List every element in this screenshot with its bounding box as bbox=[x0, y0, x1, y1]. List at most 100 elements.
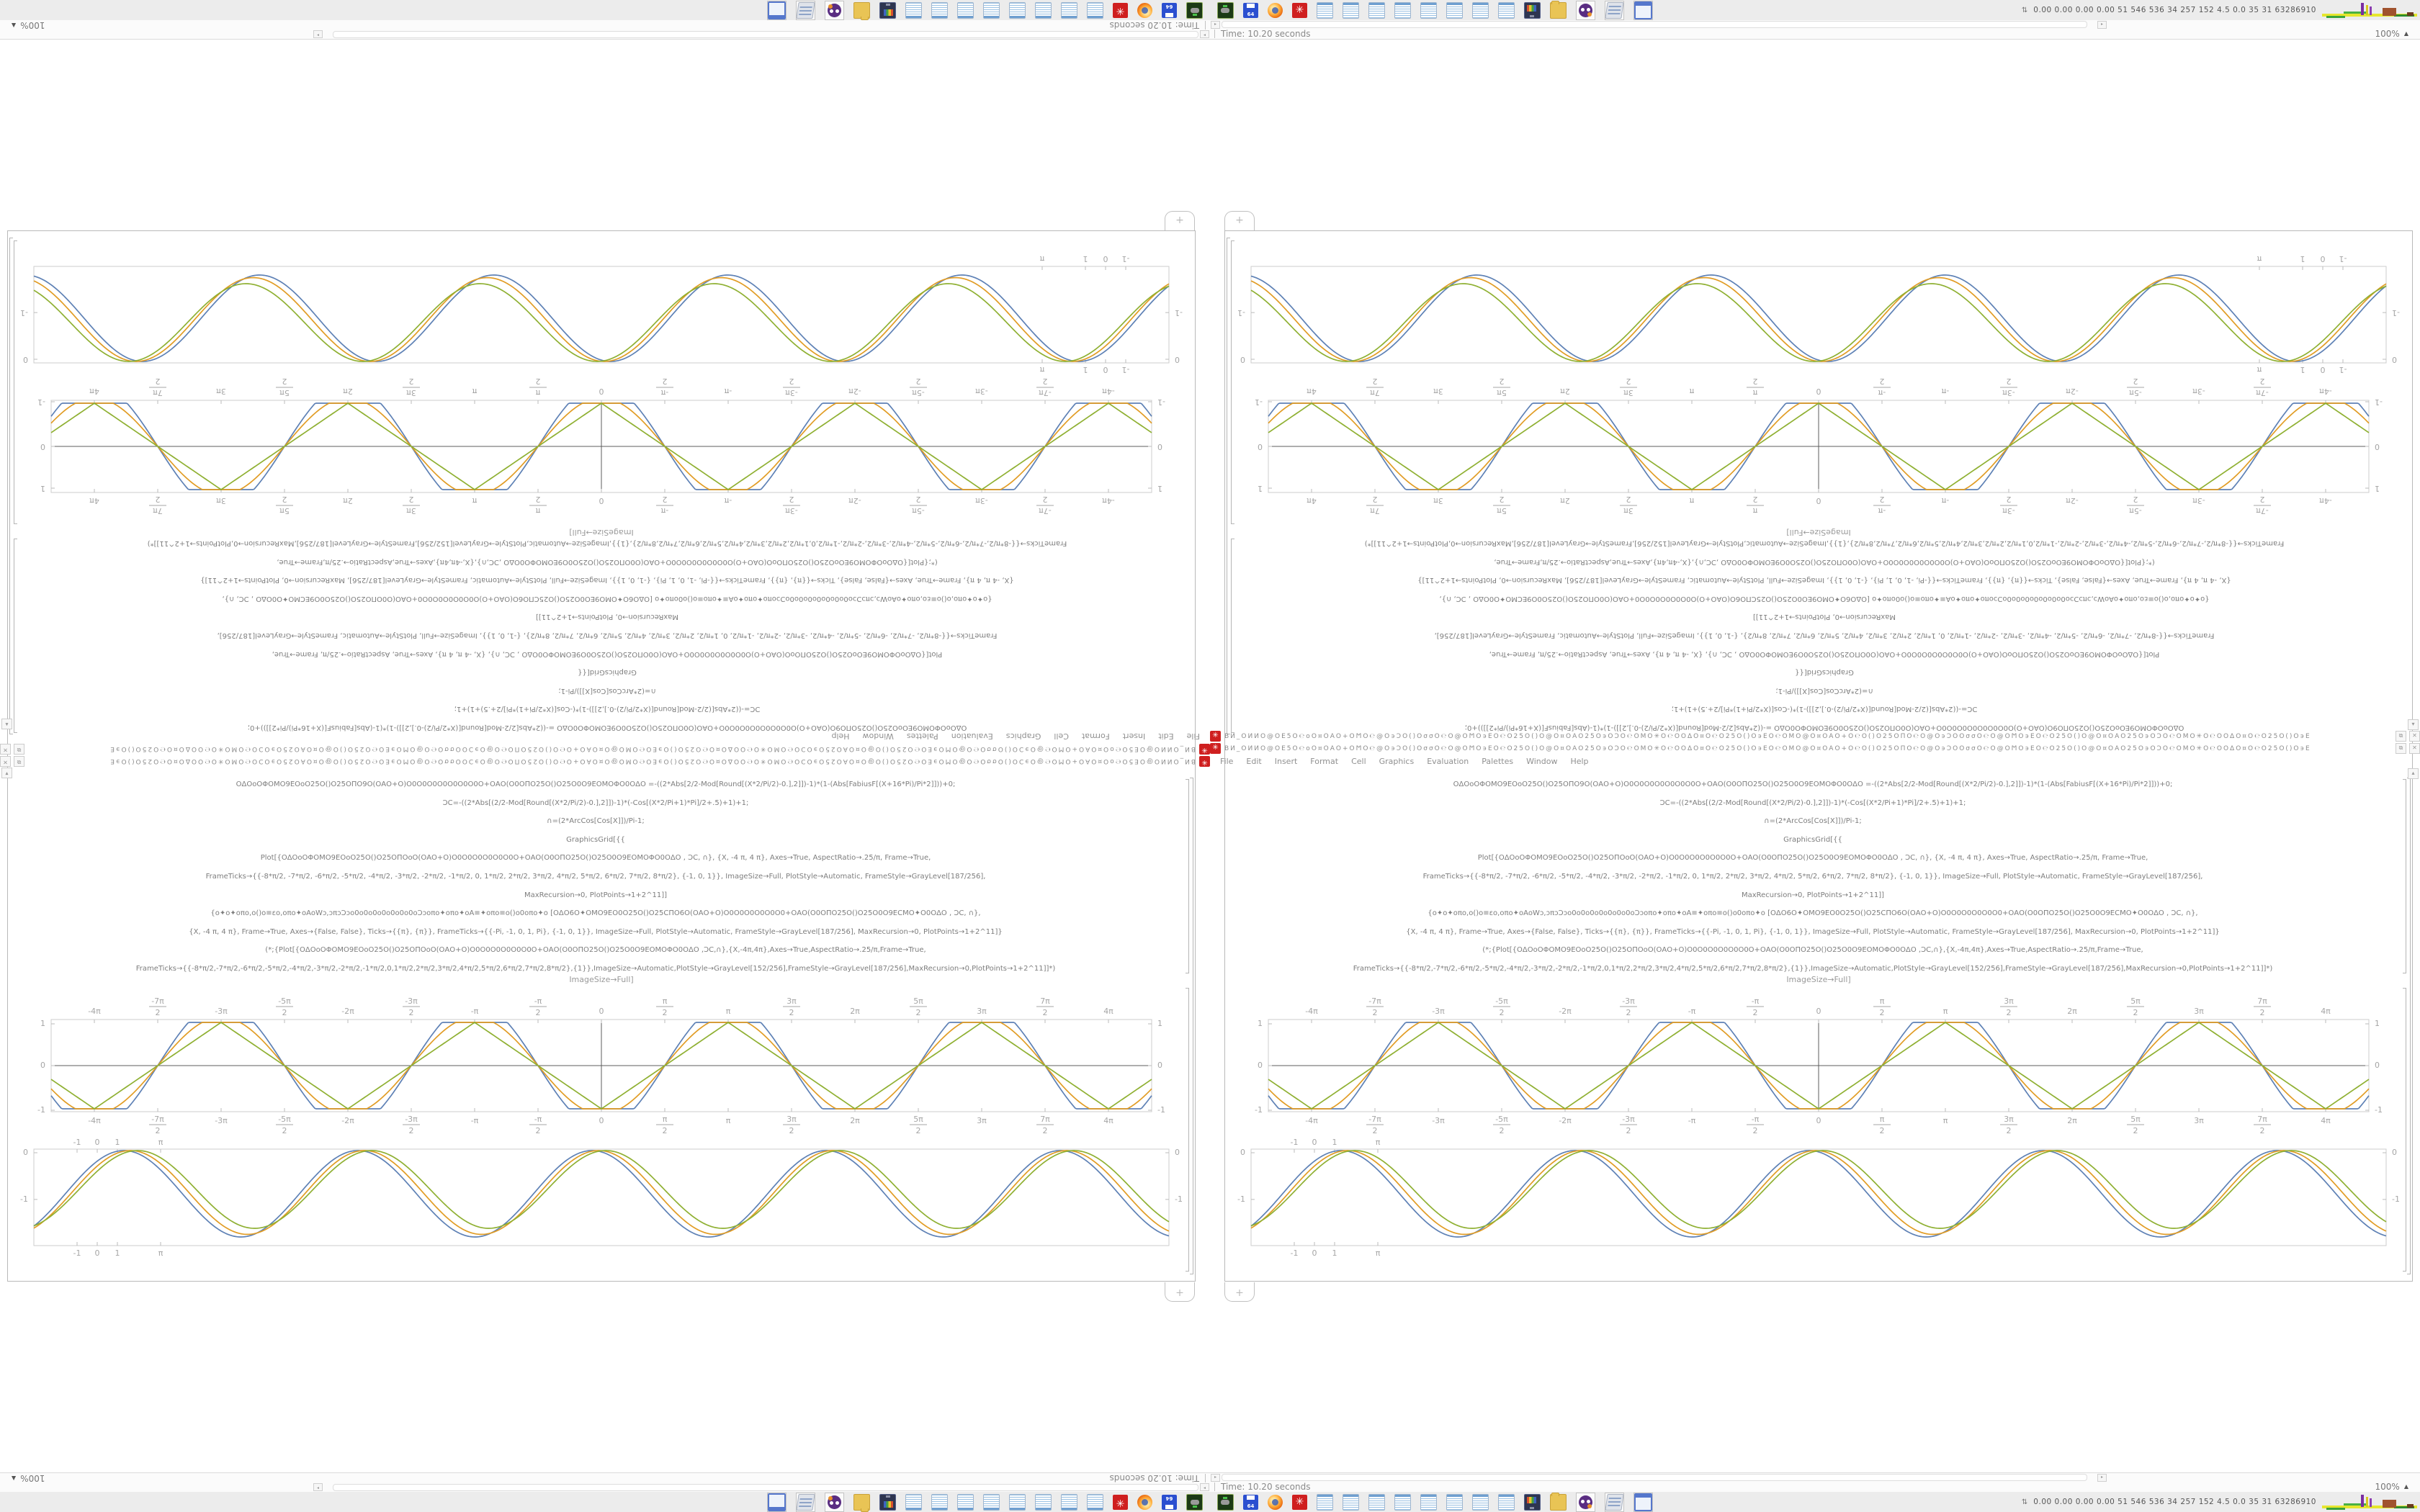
menu-cell[interactable]: Cell bbox=[1351, 756, 1366, 766]
code-line[interactable]: {X, -4 π, 4 π}, Frame→True, Axes→{False,… bbox=[200, 576, 1014, 585]
taskbar-icon-document[interactable] bbox=[983, 1494, 1000, 1511]
taskbar-icon-yast-gear[interactable] bbox=[1113, 1495, 1128, 1510]
code-line[interactable]: FrameTicks→{{-8*π/2, -7*π/2, -6*π/2, -5*… bbox=[205, 872, 986, 881]
menu-file[interactable]: File bbox=[1220, 756, 1234, 766]
scroll-right-button[interactable]: ▸ bbox=[1211, 21, 1220, 29]
code-line[interactable]: GraphicsGrid[{{ bbox=[578, 668, 637, 677]
horizontal-scrollbar[interactable]: ▸ ▸ bbox=[0, 1483, 1210, 1492]
quicklaunch-media-purple[interactable] bbox=[825, 1493, 844, 1512]
braided-wave-plot[interactable]: -4π -4π -7π 2 -7π 2 -3π -3π -5π 2 -5π 2 -2π -2π -3π 2 -3… bbox=[8, 994, 1195, 1138]
code-line[interactable]: (*;{Plot[{ΟΔΟοΟΦΟΜΟ9ΕΟοΟ25Ο()Ο25ΟΠΟοΟ(ΟΑ… bbox=[1482, 946, 2143, 955]
framed-wave-plot[interactable]: -1 -1 0 0 1 1 π π 0 0 -1 -1 bbox=[1225, 1136, 2412, 1259]
taskbar-icon-console[interactable] bbox=[1186, 1494, 1203, 1511]
code-line[interactable]: (*;{Plot[{ΟΔΟοΟΦΟΜΟ9ΕΟοΟ25Ο()Ο25ΟΠΟοΟ(ΟΑ… bbox=[265, 946, 926, 955]
cell-bracket-output[interactable] bbox=[14, 240, 17, 524]
quicklaunch-printer[interactable] bbox=[1605, 0, 1624, 20]
taskbar-icon-document[interactable] bbox=[1394, 1493, 1411, 1511]
braided-wave-plot[interactable]: -4π -4π -7π 2 -7π 2 -3π -3π -5π 2 -5π 2 -2π -2π -3π 2 -3… bbox=[1225, 994, 2412, 1138]
menu-insert[interactable]: Insert bbox=[1122, 732, 1146, 742]
taskbar-icon-document[interactable] bbox=[1061, 2, 1077, 19]
menu-window[interactable]: Window bbox=[862, 732, 894, 742]
taskbar-icon-yast-gear[interactable] bbox=[1113, 3, 1128, 18]
taskbar-icon-document[interactable] bbox=[1498, 1, 1515, 19]
close-window-button[interactable]: ✕ bbox=[0, 756, 11, 767]
new-cell-tab[interactable]: + bbox=[1224, 1282, 1255, 1302]
magnification-caret-icon[interactable]: ▲ bbox=[2403, 1483, 2408, 1490]
menu-graphics[interactable]: Graphics bbox=[1379, 756, 1415, 766]
magnification-control[interactable]: 100% ▲ bbox=[0, 1474, 45, 1484]
magnification-value[interactable]: 100% bbox=[2375, 1481, 2400, 1492]
input-cell-code[interactable]: ΟΔΟοΟΦΟΜΟ9ΕΟοΟ25Ο()Ο25ΟΠΟ9Ο(ΟΑΟ+Ο)Ο0Ο0Ο0… bbox=[15, 780, 1176, 973]
window-titlebar[interactable]: ΒИ_ΟИИΟ@ΟΕ5Ο℮οΟ¤ΟΑΟ+ΟϺΟ℮@Ο϶ϽΟ()ΟσσΟ℮Ο@ΟϺ… bbox=[1210, 730, 2420, 742]
taskbar-icon-monitor[interactable] bbox=[1524, 1, 1541, 19]
magnification-value[interactable]: 100% bbox=[20, 1473, 45, 1484]
taskbar-icon-media-purple[interactable] bbox=[1579, 1495, 1592, 1509]
taskbar-icon-firefox[interactable] bbox=[1268, 2, 1283, 18]
taskbar-icon-console[interactable] bbox=[1217, 1493, 1234, 1511]
taskbar-icon-document[interactable] bbox=[1420, 1, 1437, 19]
scrollbar-channel[interactable] bbox=[333, 31, 1198, 38]
output-caption[interactable]: ImageSize→Full] bbox=[569, 975, 634, 984]
window-titlebar[interactable]: ΒИ_ΟИИΟ@ΟΕ5Ο℮οΟ¤ΟΑΟ+ΟϺΟ℮@Ο϶ϽΟ()ΟσσΟ℮Ο@ΟϺ… bbox=[0, 755, 1210, 768]
taskbar-icon-monitor[interactable] bbox=[879, 1494, 896, 1511]
code-line[interactable]: MaxRecursion→0, PlotPoints→1+2^11]] bbox=[535, 613, 679, 621]
output-caption[interactable]: ImageSize→Full] bbox=[569, 528, 634, 537]
code-line[interactable]: Plot[{ΟΔΟοΟΦΟΜΟ9ΕΟοΟ25Ο()Ο25ΟΠΟοΟ(ΟΑΟ+Ο)… bbox=[1489, 649, 2160, 658]
quicklaunch-printer[interactable] bbox=[796, 1, 815, 20]
code-line[interactable]: MaxRecursion→0, PlotPoints→1+2^11]] bbox=[524, 891, 668, 899]
taskbar-icon-document[interactable] bbox=[931, 2, 948, 19]
output-caption[interactable]: ImageSize→Full] bbox=[1786, 528, 1851, 537]
menu-format[interactable]: Format bbox=[1081, 732, 1110, 742]
taskbar-icon-console[interactable] bbox=[1217, 1, 1234, 19]
taskbar-icon-folder[interactable] bbox=[1550, 0, 1567, 19]
code-line[interactable]: ∩=(2*ArcCos[Cos[X]])/Pi-1; bbox=[547, 817, 645, 826]
cell-bracket-input[interactable] bbox=[1231, 539, 1234, 733]
taskbar-icon-yast-gear[interactable] bbox=[1292, 2, 1307, 18]
taskbar-icon-document[interactable] bbox=[1446, 1493, 1463, 1511]
taskbar-icon-document[interactable] bbox=[1394, 1, 1411, 19]
taskbar-icon-document[interactable] bbox=[931, 1494, 948, 1511]
taskbar-icon-document[interactable] bbox=[1368, 1, 1385, 19]
code-line[interactable]: (*;{Plot[{ΟΔΟοΟΦΟΜΟ9ΕΟοΟ25Ο()Ο25ΟΠΟοΟ(ΟΑ… bbox=[1494, 557, 2155, 566]
quicklaunch-window[interactable] bbox=[767, 1, 786, 20]
magnification-control[interactable]: 100% ▲ bbox=[2375, 29, 2420, 39]
taskbar-icon-printer[interactable] bbox=[796, 2, 815, 19]
taskbar-icon-document[interactable] bbox=[905, 2, 922, 19]
menu-edit[interactable]: Edit bbox=[1246, 756, 1262, 766]
code-line[interactable]: ∩=(2*ArcCos[Cos[X]])/Pi-1; bbox=[1775, 686, 1873, 695]
code-line[interactable]: ϽC=-((2*Abs[(2/2-Mod[Round[(X*2/Pi/2)-0.… bbox=[442, 798, 749, 807]
framed-wave-plot[interactable]: -1 -1 0 0 1 1 π π 0 0 -1 -1 bbox=[8, 253, 1195, 376]
code-line[interactable]: GraphicsGrid[{{ bbox=[566, 835, 625, 844]
quicklaunch-window[interactable] bbox=[767, 1493, 786, 1512]
taskbar-icon-document[interactable] bbox=[1368, 1493, 1385, 1511]
quicklaunch-window[interactable] bbox=[1634, 1492, 1653, 1512]
taskbar-icon-document[interactable] bbox=[1087, 1494, 1103, 1511]
input-cell-code[interactable]: ΟΔΟοΟΦΟΜΟ9ΕΟοΟ25Ο()Ο25ΟΠΟ9Ο(ΟΑΟ+Ο)Ο0Ο0Ο0… bbox=[1244, 539, 2405, 732]
close-window-button[interactable]: ✕ bbox=[2409, 731, 2420, 742]
cell-bracket-input[interactable] bbox=[2403, 779, 2406, 973]
braided-wave-plot[interactable]: -4π -4π -7π 2 -7π 2 -3π -3π -5π 2 -5π 2 -2π -2π -3π 2 -3… bbox=[8, 374, 1195, 518]
horizontal-scrollbar[interactable]: ▸ ▸ bbox=[1210, 1473, 2420, 1482]
menu-graphics[interactable]: Graphics bbox=[1005, 732, 1041, 742]
code-line[interactable]: Plot[{ΟΔΟοΟΦΟΜΟ9ΕΟοΟ25Ο()Ο25ΟΠΟοΟ(ΟΑΟ+Ο)… bbox=[260, 854, 931, 863]
menu-window[interactable]: Window bbox=[1526, 756, 1558, 766]
menu-help[interactable]: Help bbox=[831, 732, 850, 742]
close-window-button[interactable]: ✕ bbox=[0, 744, 11, 755]
code-line[interactable]: {ο✦ο✦οπο,ο()ο≡εο,οπο✦οΑοWɔ,ɔπɔϽɔο0ο0ο0ο0… bbox=[1428, 909, 2198, 918]
code-line[interactable]: FrameTicks→{{-8*π/2,-7*π/2,-6*π/2,-5*π/2… bbox=[147, 539, 1067, 548]
scroll-right-button[interactable]: ▸ bbox=[1211, 1474, 1220, 1482]
new-cell-tab[interactable]: + bbox=[1165, 211, 1195, 230]
close-window-button[interactable]: ✕ bbox=[2409, 743, 2420, 754]
taskbar-icon-document[interactable] bbox=[1009, 1494, 1026, 1511]
taskbar-icon-document[interactable] bbox=[1420, 1493, 1437, 1511]
taskbar-icon-firefox[interactable] bbox=[1268, 1494, 1283, 1510]
scroll-right-button[interactable]: ▸ bbox=[2097, 1474, 2107, 1482]
cell-bracket-outer[interactable] bbox=[1190, 778, 1193, 1274]
window-titlebar[interactable]: ΒИ_ΟИИΟ@ΟΕ5Ο℮οΟ¤ΟΑΟ+ΟϺΟ℮@Ο϶ϽΟ()ΟσσΟ℮Ο@ΟϺ… bbox=[0, 743, 1210, 755]
taskbar-icon-media-purple[interactable] bbox=[828, 4, 841, 17]
taskbar-icon-folder[interactable] bbox=[1550, 1492, 1567, 1511]
quicklaunch-media-purple[interactable] bbox=[1576, 0, 1595, 20]
cell-bracket-outer[interactable] bbox=[1227, 238, 1230, 734]
scrollbar-channel[interactable] bbox=[1222, 1474, 2087, 1481]
taskbar-icon-document[interactable] bbox=[1061, 1494, 1077, 1511]
